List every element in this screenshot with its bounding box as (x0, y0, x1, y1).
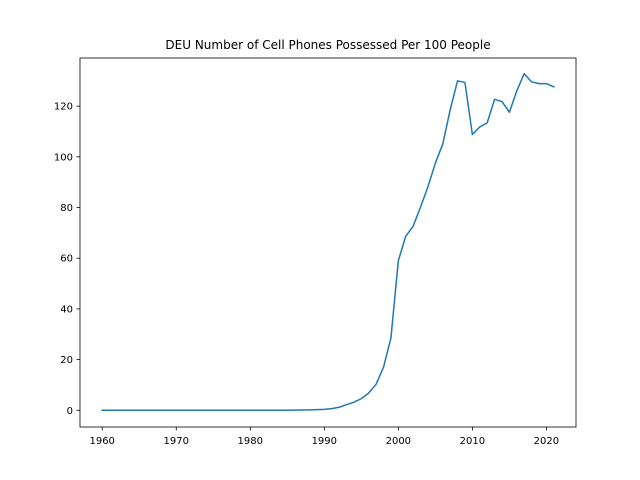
y-tick-label: 120 (54, 102, 73, 113)
y-tick-label: 60 (60, 254, 73, 265)
axes: 1960 1970 1980 1990 2000 2010 2020 0 20 40 60 80 100… (54, 57, 577, 447)
x-tick-label: 1970 (164, 436, 189, 447)
x-tick-label: 2010 (460, 436, 485, 447)
x-tick-label: 2000 (386, 436, 411, 447)
y-tick-label: 80 (60, 203, 73, 214)
series-line-0 (101, 72, 555, 412)
y-tick-label: 20 (60, 355, 73, 366)
y-tick-label: 100 (54, 152, 73, 163)
y-tick-label: 40 (60, 304, 73, 315)
plot-area (101, 72, 555, 412)
y-tick-label: 0 (67, 406, 73, 417)
x-tick-label: 1960 (89, 436, 114, 447)
x-tick-label: 2020 (534, 436, 559, 447)
chart-title: DEU Number of Cell Phones Possessed Per … (165, 38, 490, 52)
plot-frame (79, 57, 577, 428)
x-tick-label: 1980 (238, 436, 263, 447)
x-tick-label: 1990 (312, 436, 337, 447)
